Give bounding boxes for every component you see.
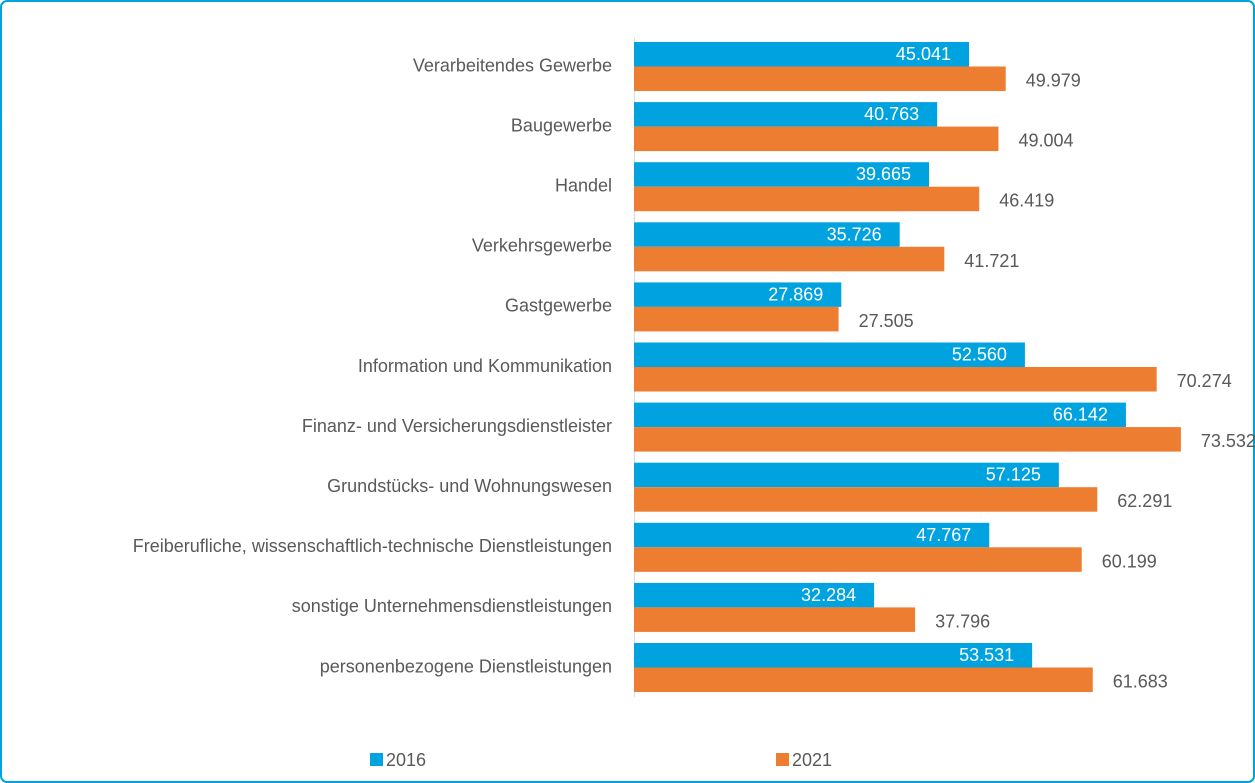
value-label: 27.505 — [859, 311, 914, 331]
bar — [634, 162, 930, 187]
category-label: personenbezogene Dienstleistungen — [320, 656, 612, 676]
category-label: Finanz- und Versicherungsdienstleister — [302, 416, 612, 436]
value-label: 35.726 — [827, 224, 882, 244]
legend-label: 2021 — [792, 750, 832, 770]
value-label: 32.284 — [801, 585, 856, 605]
bar — [634, 282, 842, 307]
category-label: Verarbeitendes Gewerbe — [413, 55, 612, 75]
value-label: 49.979 — [1026, 71, 1081, 91]
bar — [634, 487, 1098, 512]
value-label: 46.419 — [999, 191, 1054, 211]
bar — [634, 522, 990, 548]
legend-label: 2016 — [386, 750, 426, 770]
category-label: Grundstücks- und Wohnungswesen — [327, 476, 612, 496]
category-label: Freiberufliche, wissenschaftlich-technis… — [133, 536, 612, 556]
bar — [634, 402, 1126, 428]
value-label: 40.763 — [864, 104, 919, 124]
value-label: 45.041 — [896, 44, 951, 64]
bar — [634, 643, 1033, 668]
bar — [634, 342, 1025, 367]
category-label: Baugewerbe — [511, 115, 612, 135]
value-label: 49.004 — [1018, 131, 1073, 151]
value-label: 70.274 — [1177, 371, 1232, 391]
bar — [634, 222, 900, 247]
value-label: 27.869 — [768, 284, 823, 304]
category-label: Information und Kommunikation — [358, 356, 612, 376]
bar — [634, 126, 999, 152]
value-label: 53.531 — [959, 645, 1014, 665]
value-label: 39.665 — [856, 164, 911, 184]
bar — [634, 102, 938, 127]
value-label: 37.796 — [935, 611, 990, 631]
bar — [634, 607, 916, 632]
category-label: Gastgewerbe — [505, 296, 612, 316]
value-label: 60.199 — [1102, 551, 1157, 571]
bar — [634, 547, 1082, 572]
legend-swatch — [776, 753, 789, 766]
bar — [634, 667, 1093, 692]
bar — [634, 306, 839, 332]
value-label: 61.683 — [1113, 672, 1168, 692]
bar — [634, 66, 1006, 91]
category-label: Handel — [555, 175, 612, 195]
value-label: 41.721 — [964, 251, 1019, 271]
value-label: 73.532 — [1201, 431, 1255, 451]
bar — [634, 367, 1157, 392]
bar — [634, 186, 980, 212]
bar — [634, 582, 875, 608]
bar — [634, 42, 969, 67]
category-label: Verkehrsgewerbe — [472, 236, 612, 256]
value-label: 57.125 — [986, 465, 1041, 485]
bar — [634, 246, 945, 272]
category-label: sonstige Unternehmensdienstleistungen — [292, 596, 612, 616]
bar — [634, 427, 1181, 452]
legend-swatch — [370, 753, 383, 766]
value-label: 47.767 — [916, 525, 971, 545]
bar — [634, 462, 1059, 488]
value-label: 62.291 — [1117, 491, 1172, 511]
value-label: 52.560 — [952, 345, 1007, 365]
value-label: 66.142 — [1053, 405, 1108, 425]
